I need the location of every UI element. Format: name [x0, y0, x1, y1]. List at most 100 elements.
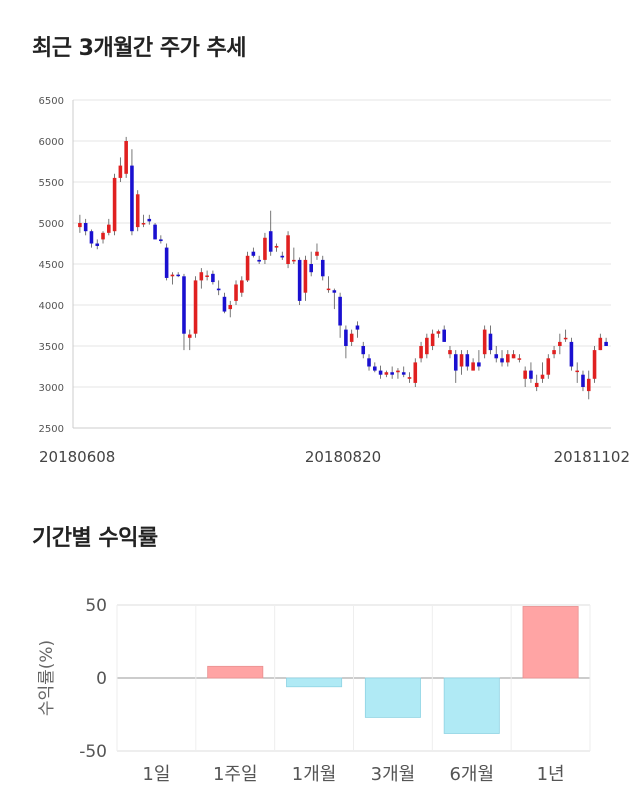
price-candle-body [176, 274, 180, 277]
price-candle-body [170, 274, 175, 277]
returns-x-category-label: 6개월 [449, 764, 494, 785]
price-candle-body [361, 346, 366, 355]
price-candle-body [222, 296, 227, 312]
price-candle-body [494, 354, 499, 359]
price-candle-body [234, 284, 238, 301]
price-candle-body [500, 358, 504, 363]
returns-bar [522, 606, 579, 679]
price-candle-body [344, 329, 348, 346]
price-candle-body [78, 223, 82, 228]
price-candle-body [274, 245, 279, 248]
price-candle-body [309, 264, 313, 273]
price-candle-body [193, 280, 198, 334]
price-y-tick-label: 5000 [39, 219, 64, 230]
price-candle-body [95, 243, 100, 246]
price-candle-body [147, 218, 152, 222]
price-candle-body [552, 350, 556, 355]
returns-y-tick-label: 50 [85, 596, 107, 616]
returns-bar [443, 677, 500, 734]
price-y-tick-label: 2500 [39, 424, 64, 435]
returns-bar [207, 665, 264, 679]
price-candle-body [453, 354, 458, 371]
price-candle-body [263, 237, 267, 260]
price-candle-body [355, 325, 360, 330]
price-candle-body [332, 290, 337, 293]
price-candle-body [569, 341, 574, 367]
price-candle-body [141, 223, 146, 225]
price-candle-body [488, 333, 493, 351]
price-candle-body [320, 259, 325, 277]
price-candle-body [268, 231, 273, 252]
returns-y-axis-label: 수익률(%) [37, 640, 57, 716]
price-candle-body [107, 224, 111, 233]
price-candle-body [511, 354, 516, 359]
price-candle-body [430, 333, 435, 346]
price-candle-body [83, 223, 88, 232]
price-trend-title: 최근 3개월간 주가 추세 [32, 36, 246, 61]
price-y-tick-label: 3000 [39, 383, 64, 394]
price-candle-body [216, 288, 221, 291]
price-candle-body [534, 382, 539, 387]
price-candle-body [448, 350, 452, 355]
price-candle-body [592, 350, 597, 379]
price-candle-body [303, 259, 308, 293]
price-candle-body [211, 273, 215, 283]
price-candle-body [315, 251, 319, 256]
price-candle-body [130, 165, 134, 232]
price-candle-body [471, 362, 475, 371]
returns-y-tick-label: -50 [79, 742, 107, 762]
price-candle-body [245, 255, 250, 281]
price-candle-body [373, 366, 377, 371]
price-candle-body [153, 224, 157, 240]
price-candle-body [118, 165, 123, 178]
price-candle-body [581, 374, 585, 387]
price-candle-body [540, 374, 545, 379]
returns-x-category-label: 1일 [142, 764, 170, 785]
returns-x-category-label: 1개월 [292, 764, 337, 785]
price-candle-body [286, 235, 290, 264]
price-candle-body [297, 259, 302, 301]
price-candle-body [159, 239, 163, 242]
price-candle-body [401, 372, 406, 375]
returns-x-category-label: 1년 [537, 764, 565, 785]
price-candle-body [482, 329, 487, 355]
price-x-tick-label: 20180820 [305, 448, 381, 466]
price-candle-body [575, 370, 579, 373]
price-candle-body [326, 288, 331, 291]
price-candlestick-chart: 2500 3000 3500 4000 4500 5000 5500 6000 6500 2018… [39, 96, 630, 466]
price-candle-body [563, 337, 568, 340]
returns-x-category-label: 1주일 [213, 764, 258, 785]
price-candle-body [257, 259, 261, 262]
price-y-tick-label: 4000 [39, 301, 64, 312]
price-y-tick-label: 3500 [39, 342, 64, 353]
price-candle-body [390, 372, 394, 375]
price-x-tick-label: 20180608 [39, 448, 115, 466]
price-candle-body [465, 354, 470, 367]
price-candle-body [459, 354, 464, 367]
price-candle-body [89, 231, 94, 244]
price-candle-body [182, 276, 186, 334]
price-candle-body [419, 346, 423, 359]
price-candle-body [604, 341, 608, 346]
price-x-tick-label: 20181102 [554, 448, 630, 466]
price-candle-body [413, 362, 418, 383]
price-candle-body [164, 247, 169, 278]
price-y-tick-label: 6000 [39, 137, 64, 148]
returns-bar [364, 677, 421, 718]
price-candle-body [407, 377, 412, 379]
price-candle-body [251, 251, 256, 256]
price-candle-body [598, 337, 603, 351]
price-candle-body [384, 372, 389, 375]
returns-y-tick-label: 0 [96, 669, 107, 689]
price-candle-body [546, 358, 551, 375]
price-candle-body [124, 141, 128, 174]
price-candle-body [292, 259, 296, 262]
price-candle-body [425, 337, 429, 355]
price-candle-body [367, 358, 371, 367]
price-y-tick-label: 6500 [39, 96, 64, 107]
price-candle-body [338, 296, 342, 326]
price-candle-body [280, 255, 285, 258]
price-candle-body [187, 334, 192, 338]
price-candle-body [477, 362, 481, 367]
